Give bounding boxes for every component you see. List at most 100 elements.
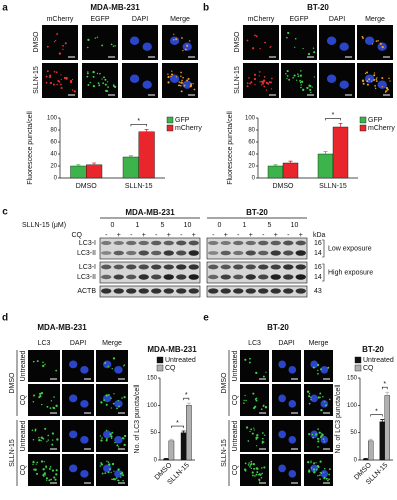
puncta (243, 468, 247, 471)
puncta (73, 90, 76, 93)
puncta (51, 443, 54, 446)
nucleus (129, 74, 140, 83)
puncta (251, 432, 254, 435)
band (126, 240, 137, 246)
panel-title: BT-20 (267, 323, 289, 332)
band (188, 250, 199, 256)
cq-state: - (130, 232, 133, 239)
puncta (107, 471, 110, 474)
puncta (86, 72, 89, 75)
puncta (104, 362, 107, 365)
puncta (374, 85, 376, 87)
group-label: SLLN-15 (221, 439, 228, 467)
cq-state: + (142, 232, 146, 239)
puncta (43, 461, 45, 463)
significance-mark: * (383, 381, 386, 388)
puncta (245, 426, 249, 429)
nucleus (377, 80, 387, 89)
puncta (44, 427, 47, 430)
puncta (254, 34, 256, 37)
puncta (123, 443, 126, 447)
legend-swatch (166, 116, 174, 124)
puncta (49, 407, 52, 409)
band (233, 288, 244, 294)
puncta (180, 90, 183, 93)
puncta (34, 468, 37, 471)
puncta (310, 398, 312, 401)
y-tick-label: 0 (354, 458, 358, 464)
error-bar (76, 164, 81, 166)
puncta (315, 468, 318, 471)
puncta (375, 78, 377, 80)
condition-label: CQ (20, 394, 27, 405)
puncta (55, 469, 58, 472)
puncta (294, 37, 297, 40)
significance-bracket (325, 118, 341, 121)
channel-header: Merge (170, 16, 190, 23)
bar (368, 440, 374, 461)
puncta (50, 478, 52, 481)
legend-swatch (359, 116, 367, 124)
puncta (258, 480, 261, 482)
puncta (112, 402, 115, 405)
band (233, 240, 244, 246)
puncta (69, 80, 73, 84)
y-tick-label: 60 (50, 140, 57, 146)
puncta (55, 369, 58, 372)
puncta (263, 404, 265, 406)
puncta (328, 398, 331, 401)
bar (163, 458, 169, 461)
band (151, 264, 162, 270)
band (270, 240, 281, 246)
band (176, 264, 187, 270)
puncta (101, 78, 103, 80)
legend-label: CQ (363, 365, 374, 372)
puncta (260, 84, 263, 86)
puncta (373, 72, 376, 74)
puncta (318, 474, 321, 477)
puncta (366, 80, 369, 83)
bar (379, 421, 385, 461)
band (113, 288, 124, 294)
band (295, 240, 306, 246)
x-tick-label: DMSO (273, 183, 295, 190)
puncta (307, 52, 311, 56)
puncta (117, 479, 119, 482)
bar (317, 153, 334, 179)
cell-line-title: BT-20 (246, 208, 268, 217)
puncta (175, 76, 178, 78)
nucleus (310, 430, 318, 439)
puncta (261, 472, 263, 475)
puncta (264, 41, 267, 44)
puncta (261, 82, 265, 85)
puncta (252, 462, 256, 466)
puncta (252, 407, 256, 410)
error-bar (380, 419, 385, 422)
puncta (117, 400, 119, 402)
band (283, 274, 294, 280)
micrograph (243, 25, 279, 60)
puncta (271, 77, 273, 80)
significance-mark: * (375, 408, 378, 415)
puncta (319, 478, 321, 480)
panel-title: MDA-MB-231 (90, 3, 140, 12)
band (258, 240, 269, 246)
puncta (258, 75, 260, 77)
band (283, 240, 294, 246)
nucleus (80, 470, 89, 478)
puncta (299, 79, 301, 82)
nucleus (169, 36, 180, 45)
nucleus (80, 436, 89, 444)
band (220, 250, 231, 256)
puncta (51, 439, 54, 441)
puncta (110, 471, 112, 474)
band (258, 264, 269, 270)
band-label: LC3-I (79, 264, 96, 271)
nucleus (339, 42, 349, 51)
bar (186, 405, 192, 461)
puncta (180, 81, 183, 84)
puncta (256, 445, 258, 447)
puncta (319, 396, 321, 399)
puncta (262, 79, 266, 82)
